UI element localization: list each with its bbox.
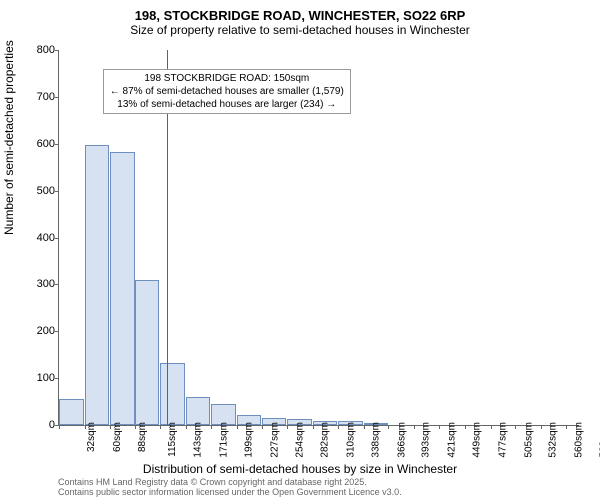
x-tick-label: 421sqm (446, 422, 457, 458)
y-tick-mark (55, 97, 59, 98)
x-tick-mark (237, 425, 238, 429)
x-tick-label: 115sqm (167, 422, 178, 457)
y-axis-label: Number of semi-detached properties (2, 40, 16, 235)
histogram-bar (135, 280, 160, 425)
x-tick-mark (211, 425, 212, 429)
x-tick-mark (135, 425, 136, 429)
x-tick-mark (313, 425, 314, 429)
y-tick-mark (55, 50, 59, 51)
y-tick-label: 200 (21, 325, 55, 337)
x-tick-mark (85, 425, 86, 429)
x-tick-label: 560sqm (573, 422, 584, 458)
histogram-bar (110, 152, 135, 425)
plot-area: 010020030040050060070080032sqm60sqm88sqm… (58, 50, 579, 426)
chart-container: 198, STOCKBRIDGE ROAD, WINCHESTER, SO22 … (0, 0, 600, 500)
x-tick-mark (262, 425, 263, 429)
y-tick-mark (55, 284, 59, 285)
x-tick-mark (566, 425, 567, 429)
y-tick-mark (55, 331, 59, 332)
y-tick-label: 300 (21, 278, 55, 290)
x-tick-mark (287, 425, 288, 429)
x-axis-label: Distribution of semi-detached houses by … (0, 462, 600, 476)
y-tick-label: 800 (21, 44, 55, 56)
x-tick-label: 143sqm (193, 422, 204, 458)
y-tick-mark (55, 378, 59, 379)
x-tick-mark (59, 425, 60, 429)
footer-line-2: Contains public sector information licen… (58, 488, 402, 498)
x-tick-label: 532sqm (548, 422, 559, 458)
x-tick-label: 366sqm (396, 422, 407, 458)
x-tick-label: 393sqm (421, 422, 432, 458)
x-tick-mark (515, 425, 516, 429)
annotation-line: ← 87% of semi-detached houses are smalle… (110, 85, 344, 98)
x-tick-mark (414, 425, 415, 429)
y-tick-mark (55, 238, 59, 239)
histogram-bar (85, 145, 110, 425)
y-tick-label: 100 (21, 372, 55, 384)
x-tick-mark (364, 425, 365, 429)
x-tick-mark (110, 425, 111, 429)
x-tick-mark (388, 425, 389, 429)
x-tick-mark (160, 425, 161, 429)
y-tick-label: 600 (21, 138, 55, 150)
y-tick-label: 700 (21, 91, 55, 103)
histogram-bar (59, 399, 84, 425)
x-tick-label: 310sqm (345, 422, 356, 458)
x-tick-label: 505sqm (523, 422, 534, 458)
chart-subtitle: Size of property relative to semi-detach… (0, 23, 600, 41)
y-tick-label: 0 (21, 419, 55, 431)
histogram-bar (160, 363, 185, 425)
annotation-line: 13% of semi-detached houses are larger (… (110, 98, 344, 111)
histogram-bar (186, 397, 211, 425)
x-tick-mark (465, 425, 466, 429)
x-tick-label: 282sqm (320, 422, 331, 458)
x-tick-label: 477sqm (498, 422, 509, 458)
annotation-box: 198 STOCKBRIDGE ROAD: 150sqm← 87% of sem… (103, 69, 351, 114)
x-tick-mark (491, 425, 492, 429)
x-tick-label: 227sqm (269, 422, 280, 458)
x-tick-label: 60sqm (112, 422, 123, 452)
chart-title: 198, STOCKBRIDGE ROAD, WINCHESTER, SO22 … (0, 0, 600, 23)
x-tick-mark (439, 425, 440, 429)
x-tick-mark (186, 425, 187, 429)
y-tick-mark (55, 191, 59, 192)
x-tick-label: 199sqm (244, 422, 255, 458)
x-tick-mark (541, 425, 542, 429)
x-tick-mark (338, 425, 339, 429)
x-tick-label: 449sqm (472, 422, 483, 458)
x-tick-label: 32sqm (86, 422, 97, 452)
x-tick-label: 254sqm (294, 422, 305, 458)
y-tick-label: 500 (21, 185, 55, 197)
y-tick-mark (55, 144, 59, 145)
x-tick-label: 171sqm (218, 422, 229, 458)
y-tick-label: 400 (21, 232, 55, 244)
x-tick-label: 88sqm (137, 422, 148, 452)
x-tick-label: 338sqm (371, 422, 382, 458)
footer-attribution: Contains HM Land Registry data © Crown c… (58, 478, 402, 498)
annotation-line: 198 STOCKBRIDGE ROAD: 150sqm (110, 72, 344, 85)
